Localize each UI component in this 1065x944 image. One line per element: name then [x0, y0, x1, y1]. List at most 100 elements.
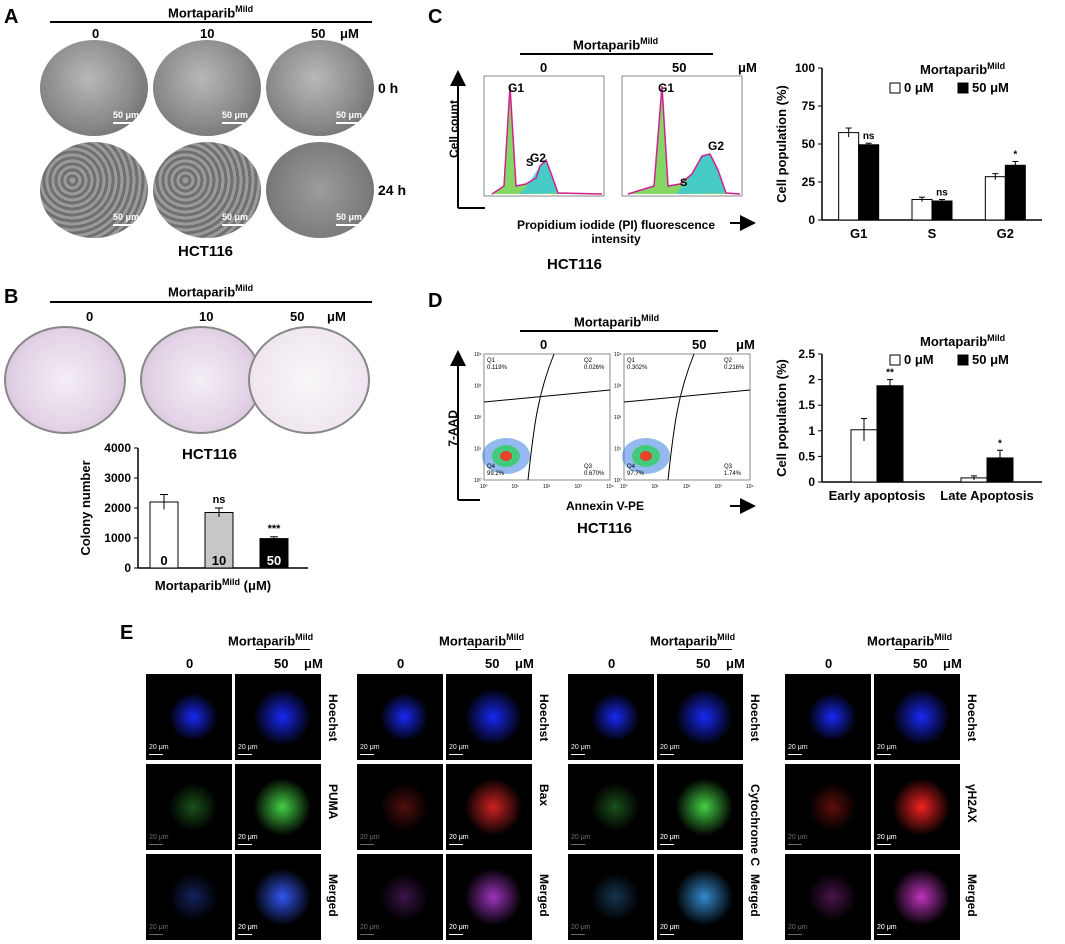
y-tick-label: 2: [808, 373, 815, 387]
scale-bar-label: 20 μm: [571, 924, 591, 931]
stain-label-bax: Bax: [537, 784, 551, 807]
quadrant-q1-name: Q1: [487, 358, 496, 364]
quadrant-q1-value: 0.119%: [487, 365, 508, 371]
fluorescence-image-cytochrome-c-50um: 20 μm: [657, 764, 743, 850]
panel-d-dose-50: 50: [692, 337, 707, 352]
y-tick-label: 2.5: [798, 347, 815, 361]
y-tick-label: 1.5: [798, 398, 815, 412]
quadrant-gate-vertical: [667, 353, 695, 481]
y-tick-label: 10¹: [614, 447, 622, 453]
panel-a-dose-10: 10: [200, 26, 215, 41]
panel-e-rule: [895, 649, 949, 650]
x-tick-label: G2: [997, 226, 1014, 241]
bar-10um: [204, 512, 234, 569]
panel-c-unit: μM: [738, 60, 757, 75]
micrograph-0um-24h: [40, 142, 148, 238]
quadrant-gate-horizontal: [623, 389, 751, 403]
fluorescence-image-bax-0um: 20 μm: [357, 764, 443, 850]
scale-bar: [788, 754, 802, 755]
quadrant-q2-name: Q2: [724, 358, 733, 364]
scale-bar-label: 20 μm: [360, 834, 380, 841]
scale-bar-label: 20 μm: [788, 924, 808, 931]
bar-0um: [149, 501, 179, 569]
panel-e-rule: [678, 649, 732, 650]
panel-a-dose-0: 0: [92, 26, 100, 41]
x-tick-label: 10⁰: [480, 484, 488, 490]
panel-e-dose-0: 0: [397, 656, 405, 671]
legend-swatch: [889, 354, 901, 366]
peak-label-s: S: [526, 157, 533, 169]
significance-label: *: [1013, 149, 1017, 160]
stain-label-cytochrome-c: Cytochrome C: [748, 784, 762, 867]
significance-label: *: [998, 438, 1002, 449]
cell-population-peak: [500, 451, 512, 461]
fluorescence-image-cytochrome-c-0um: 20 μm: [568, 764, 654, 850]
scale-bar-label: 20 μm: [877, 924, 897, 931]
y-axis-label: Colony number: [78, 460, 93, 555]
fluorescence-image-puma-0um: 20 μm: [146, 764, 232, 850]
quadrant-gate-vertical: [527, 353, 555, 481]
x-tick-label: 10⁴: [606, 484, 614, 490]
panel-d-dose-0: 0: [540, 337, 548, 352]
scale-bar: [877, 754, 891, 755]
x-tick-label: 10¹: [512, 484, 520, 490]
legend-label: 0 μM: [904, 352, 934, 367]
scale-bar: [360, 754, 374, 755]
scale-bar: [449, 934, 463, 935]
scale-bar: [238, 754, 252, 755]
scale-bar: [788, 934, 802, 935]
bar-s-1: [931, 200, 953, 221]
scale-bar-label: 20 μm: [360, 924, 380, 931]
panel-d-drug-title: MortaparibMild: [574, 313, 660, 330]
significance-label: **: [886, 368, 894, 379]
scale-bar: [149, 754, 163, 755]
panel-c-hist-xlabel: Propidium iodide (PI) fluorescence inten…: [516, 218, 716, 246]
panel-e-rule: [256, 649, 310, 650]
fluorescence-image-merged-0um: 20 μm: [568, 854, 654, 940]
fluorescence-image-hoechst-0um: 20 μm: [357, 674, 443, 760]
y-tick-label: 75: [802, 99, 816, 113]
quadrant-q2-value: 0.026%: [584, 365, 605, 371]
panel-e-unit: μM: [943, 656, 962, 671]
panel-e-drug-title: MortaparibMild: [439, 632, 525, 649]
fluorescence-image-hoechst-0um: 20 μm: [146, 674, 232, 760]
micrograph-10um-24h: [153, 142, 261, 238]
panel-b-dose-50: 50: [290, 309, 305, 324]
panel-e-unit: μM: [726, 656, 745, 671]
peak-label-g2: G2: [530, 151, 546, 165]
panel-d-unit: μM: [736, 337, 755, 352]
y-tick-label: 10⁴: [614, 352, 622, 358]
time-label-24h: 24 h: [378, 182, 407, 198]
scale-bar: [660, 844, 674, 845]
panel-a-cell-line: HCT116: [178, 243, 234, 260]
y-tick-label: 10³: [614, 384, 622, 390]
fluorescence-image-bax-50um: 20 μm: [446, 764, 532, 850]
panel-e-dose-0: 0: [608, 656, 616, 671]
legend-title: MortaparibMild: [920, 61, 1005, 77]
panel-e-dose-50: 50: [485, 656, 500, 671]
scale-bar: [360, 844, 374, 845]
legend-label: 50 μM: [972, 80, 1009, 95]
panel-c-dose-50: 50: [672, 60, 687, 75]
scale-bar: [222, 224, 244, 226]
panel-d-rule: [520, 330, 718, 332]
panel-c-dose-0: 0: [540, 60, 548, 75]
scale-bar-label: 20 μm: [449, 924, 469, 931]
fluorescence-image-γh2ax-50um: 20 μm: [874, 764, 960, 850]
panel-a-drug-title: MortaparibMild: [168, 4, 254, 21]
panel-c-label: C: [428, 6, 443, 28]
micrograph-0um-0h: [40, 40, 148, 136]
y-tick-label: 100: [795, 61, 815, 75]
fluorescence-image-hoechst-0um: 20 μm: [785, 674, 871, 760]
x-axis-label: MortaparibMild (μM): [155, 577, 271, 593]
panel-d-label: D: [428, 290, 443, 312]
scale-bar: [571, 844, 585, 845]
scale-bar-label: 50 μm: [222, 212, 249, 222]
scale-bar-label: 20 μm: [149, 834, 169, 841]
time-label-0h: 0 h: [378, 80, 399, 96]
scale-bar-label: 50 μm: [336, 212, 363, 222]
stain-label-merged: Merged: [326, 874, 340, 917]
scale-bar-label: 20 μm: [238, 744, 258, 751]
fluorescence-image-puma-50um: 20 μm: [235, 764, 321, 850]
